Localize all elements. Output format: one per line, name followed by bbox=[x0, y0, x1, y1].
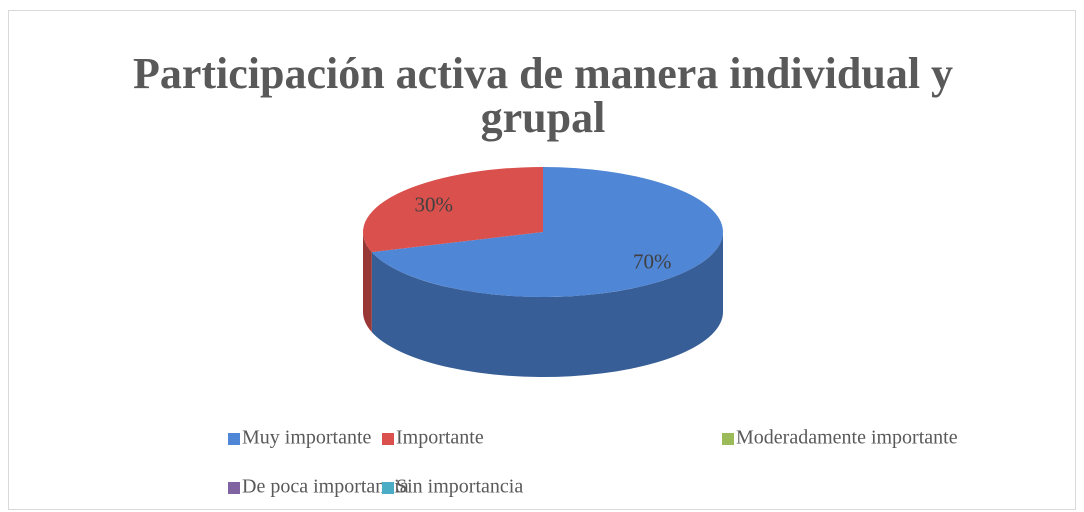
data-label: 30% bbox=[415, 192, 454, 216]
legend-label: Muy importante bbox=[242, 427, 372, 449]
slice-side bbox=[363, 232, 372, 333]
legend-swatch bbox=[228, 433, 240, 445]
slice bbox=[362, 167, 543, 253]
legend-swatch bbox=[382, 433, 394, 445]
chart-title: Participación activa de manera individua… bbox=[133, 49, 953, 142]
slice-side bbox=[371, 232, 724, 378]
legend-label: Moderadamente importante bbox=[736, 427, 958, 449]
legend-label: Importante bbox=[396, 427, 484, 449]
legend-swatch bbox=[382, 482, 394, 494]
legend-label: De poca importancia bbox=[242, 476, 409, 498]
data-label: 70% bbox=[633, 250, 672, 274]
legend-swatch bbox=[722, 433, 734, 445]
legend-swatch bbox=[228, 482, 240, 494]
slice bbox=[371, 167, 723, 297]
legend-label: Sin importancia bbox=[396, 476, 523, 498]
